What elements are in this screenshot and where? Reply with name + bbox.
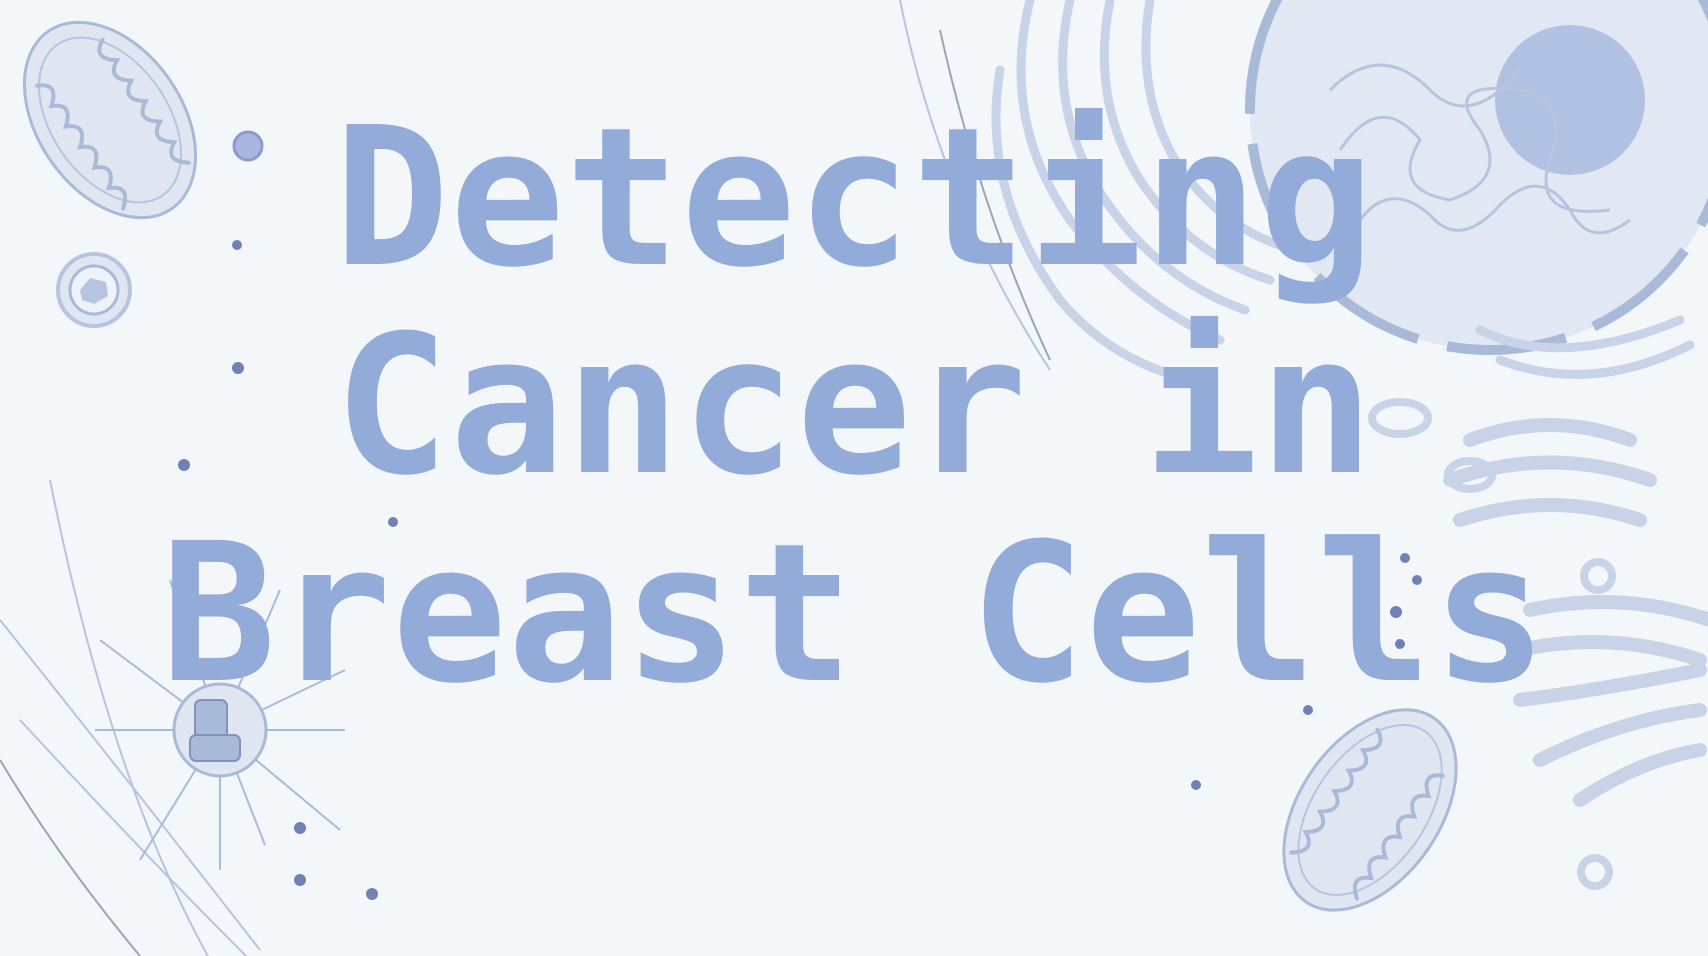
cell-nucleus-icon: [1245, 0, 1708, 355]
mitochondrion-icon: [22, 20, 198, 220]
title-line-1: Detecting: [333, 87, 1375, 310]
golgi-apparatus-icon: [1443, 418, 1708, 807]
vesicle-icon: [56, 252, 132, 328]
centrosome-icon: [95, 579, 346, 870]
vesicle-icon: [1368, 398, 1616, 890]
mitochondrion-icon: [1282, 708, 1458, 912]
cytoskeleton-filaments: [0, 0, 1051, 956]
title-line-2: Cancer in: [333, 295, 1375, 518]
dot-particles: [178, 130, 1422, 900]
slide-title: Detecting Cancer in Breast Cells: [0, 95, 1708, 719]
endoplasmic-reticulum-icon: [991, 0, 1695, 385]
title-line-3: Breast Cells: [160, 503, 1548, 726]
